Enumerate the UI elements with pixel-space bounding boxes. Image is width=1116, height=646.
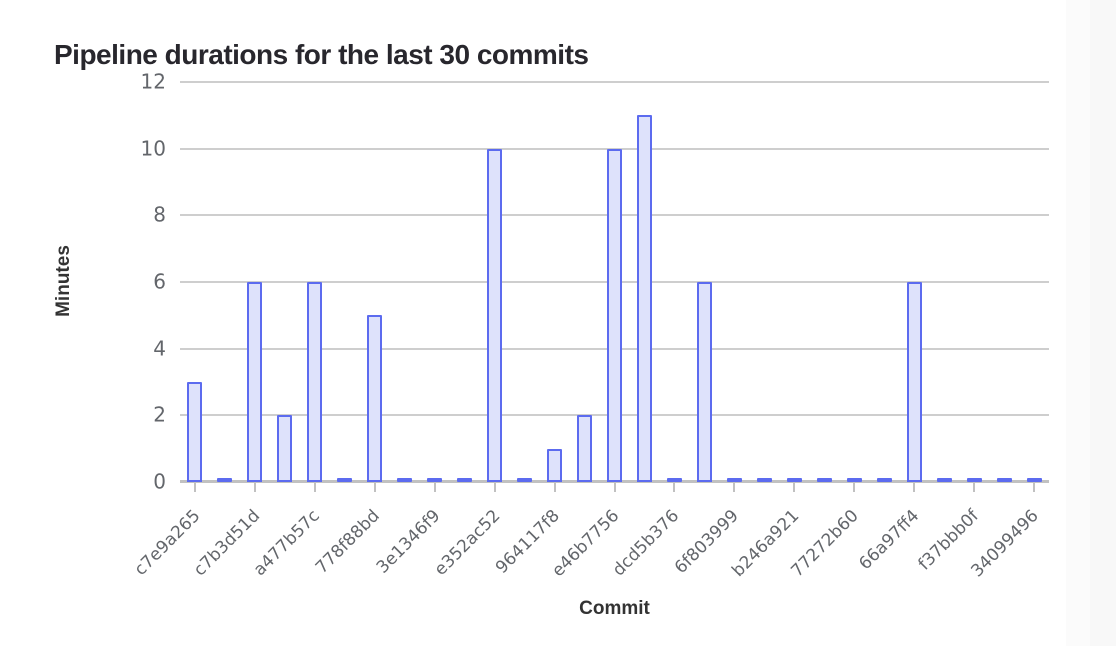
x-axis-tick bbox=[733, 483, 735, 492]
chart-title: Pipeline durations for the last 30 commi… bbox=[54, 39, 589, 71]
x-axis-tick bbox=[1033, 483, 1035, 492]
pipeline-duration-bar[interactable] bbox=[307, 282, 322, 482]
pipeline-duration-bar-zero[interactable] bbox=[397, 478, 412, 482]
pipeline-duration-bar-zero[interactable] bbox=[727, 478, 742, 482]
y-axis-tick-label: 6 bbox=[153, 269, 166, 294]
x-axis-tick bbox=[554, 483, 556, 492]
pipeline-duration-bar-zero[interactable] bbox=[457, 478, 472, 482]
pipeline-duration-bar[interactable] bbox=[637, 115, 652, 482]
x-axis-tick bbox=[434, 483, 436, 492]
pipeline-duration-bar-zero[interactable] bbox=[877, 478, 892, 482]
pipeline-duration-bar[interactable] bbox=[697, 282, 712, 482]
x-axis-tick-label: 778f88bd bbox=[312, 506, 385, 578]
x-axis-tick bbox=[194, 483, 196, 492]
x-axis-tick bbox=[973, 483, 975, 492]
gridline bbox=[180, 81, 1049, 83]
pipeline-duration-bar[interactable] bbox=[907, 282, 922, 482]
pipeline-duration-bar-zero[interactable] bbox=[757, 478, 772, 482]
x-axis-tick bbox=[494, 483, 496, 492]
pipeline-duration-bar-zero[interactable] bbox=[967, 478, 982, 482]
pipeline-duration-bar[interactable] bbox=[577, 415, 592, 482]
pipeline-duration-bar[interactable] bbox=[277, 415, 292, 482]
pipeline-duration-bar[interactable] bbox=[367, 315, 382, 482]
x-axis-tick-label: 66a97ff4 bbox=[855, 506, 924, 575]
y-axis-tick-label: 12 bbox=[140, 69, 166, 94]
x-axis-tick bbox=[913, 483, 915, 492]
x-axis-name: Commit bbox=[579, 598, 650, 619]
y-axis-tick-label: 10 bbox=[140, 136, 166, 161]
pipeline-duration-bar-zero[interactable] bbox=[667, 478, 682, 482]
pipeline-duration-bar[interactable] bbox=[547, 449, 562, 482]
y-axis-tick-label: 0 bbox=[153, 469, 166, 494]
pipeline-duration-bar[interactable] bbox=[487, 149, 502, 482]
x-axis-tick bbox=[853, 483, 855, 492]
x-axis-tick bbox=[254, 483, 256, 492]
pipeline-duration-bar-zero[interactable] bbox=[217, 478, 232, 482]
gridline bbox=[180, 147, 1049, 150]
pipeline-duration-bar-zero[interactable] bbox=[847, 478, 862, 482]
pipeline-duration-bar-zero[interactable] bbox=[937, 478, 952, 482]
page-right-gutter-inner bbox=[1090, 0, 1116, 646]
pipeline-duration-bar-zero[interactable] bbox=[1027, 478, 1042, 482]
pipeline-duration-bar-zero[interactable] bbox=[337, 478, 352, 482]
x-axis-tick bbox=[314, 483, 316, 492]
pipeline-duration-bar-zero[interactable] bbox=[997, 478, 1012, 482]
pipeline-duration-bar-zero[interactable] bbox=[817, 478, 832, 482]
y-axis-tick-label: 4 bbox=[153, 336, 166, 361]
pipeline-duration-bar[interactable] bbox=[607, 149, 622, 482]
x-axis-tick bbox=[673, 483, 675, 492]
pipeline-duration-bar-zero[interactable] bbox=[787, 478, 802, 482]
x-axis-tick bbox=[793, 483, 795, 492]
y-axis-tick-label: 2 bbox=[153, 402, 166, 427]
y-axis-tick-label: 8 bbox=[153, 202, 166, 227]
pipeline-duration-bar-zero[interactable] bbox=[427, 478, 442, 482]
pipeline-duration-bar[interactable] bbox=[187, 382, 202, 482]
x-axis-tick bbox=[374, 483, 376, 492]
x-axis-tick bbox=[614, 483, 616, 492]
pipeline-duration-bar-zero[interactable] bbox=[517, 478, 532, 482]
pipeline-duration-bar[interactable] bbox=[247, 282, 262, 482]
